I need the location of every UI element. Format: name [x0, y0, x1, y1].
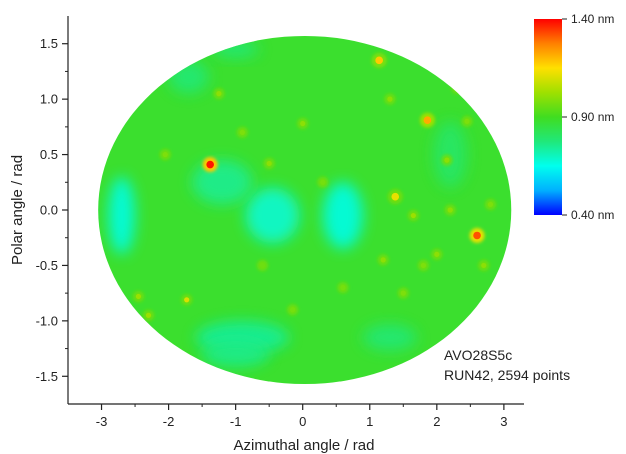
data-spot — [290, 307, 296, 313]
data-spot — [387, 96, 393, 102]
x-tick-label: -2 — [163, 414, 175, 429]
low-value-region — [212, 40, 260, 59]
y-tick-label: 0.5 — [40, 147, 58, 162]
low-value-region — [108, 176, 136, 255]
data-spot — [423, 116, 432, 125]
plot-area — [98, 35, 512, 385]
y-tick-label: -0.5 — [36, 258, 58, 273]
data-spot — [467, 323, 473, 329]
data-spot — [400, 290, 406, 296]
low-value-region — [192, 160, 253, 205]
y-axis: -1.5 -1.0 -0.5 0.0 0.5 1.0 1.5 — [36, 16, 69, 404]
colorbar-tick-label: 1.40 nm — [571, 12, 614, 26]
data-spot — [216, 91, 222, 97]
data-spot — [447, 207, 453, 213]
x-tick-label: -3 — [96, 414, 108, 429]
x-tick-label: 0 — [299, 414, 306, 429]
colorbar: 1.40 nm 0.90 nm 0.40 nm — [534, 12, 614, 222]
data-spot — [410, 212, 416, 219]
data-spot — [391, 192, 400, 201]
colorbar-tick-label: 0.40 nm — [571, 208, 614, 222]
y-tick-label: 0.0 — [40, 203, 58, 218]
annotation-run-info: RUN42, 2594 points — [444, 367, 570, 383]
data-spot — [464, 118, 470, 124]
colorbar-tick-label: 0.90 nm — [571, 110, 614, 124]
data-spot — [380, 257, 386, 263]
low-value-region — [433, 121, 467, 188]
data-spot — [239, 129, 245, 135]
low-value-region — [202, 340, 270, 368]
data-spot — [206, 160, 214, 169]
y-tick-label: 1.0 — [40, 92, 58, 107]
data-spot — [454, 85, 460, 91]
data-spot — [135, 293, 142, 300]
y-axis-label: Polar angle / rad — [9, 155, 26, 265]
y-tick-label: 1.5 — [40, 36, 58, 51]
x-tick-label: 1 — [366, 414, 373, 429]
data-spot — [300, 120, 306, 127]
data-spot — [259, 262, 266, 269]
low-value-region — [168, 60, 209, 94]
x-axis-label: Azimuthal angle / rad — [234, 437, 375, 454]
high-value-spots — [132, 52, 496, 332]
data-spot — [420, 262, 427, 269]
x-tick-label: 2 — [433, 414, 440, 429]
data-spot — [481, 262, 487, 269]
low-value-region — [245, 187, 300, 244]
y-tick-label: -1.5 — [36, 369, 58, 384]
low-value-region — [322, 182, 364, 249]
data-spot — [340, 285, 346, 291]
colorbar-gradient — [534, 19, 562, 215]
data-spot — [162, 151, 168, 158]
spot-halo — [451, 82, 463, 94]
data-spot — [266, 160, 272, 167]
data-spot — [487, 201, 494, 208]
data-spot — [145, 312, 152, 318]
data-spot — [375, 56, 383, 65]
x-tick-label: 3 — [500, 414, 507, 429]
low-value-region — [363, 324, 417, 351]
data-spot — [184, 297, 190, 303]
data-spot — [434, 251, 440, 257]
y-tick-label: -1.0 — [36, 313, 58, 328]
data-spot — [320, 179, 326, 185]
x-axis: -3 -2 -1 0 1 2 3 — [68, 403, 524, 429]
data-spot — [444, 157, 450, 163]
x-tick-label: -1 — [230, 414, 242, 429]
annotation-sample-id: AVO28S5c — [444, 347, 512, 363]
spot-halo — [464, 320, 476, 332]
map-background — [98, 35, 512, 385]
data-spot — [473, 231, 481, 240]
